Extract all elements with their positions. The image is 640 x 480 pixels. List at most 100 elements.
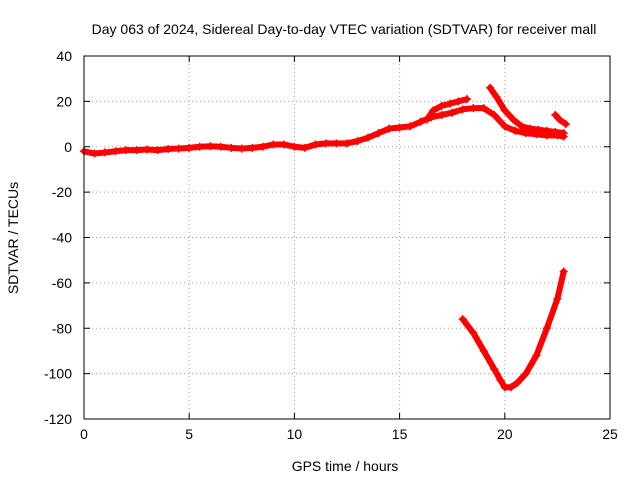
series-lower-arc — [458, 267, 568, 392]
data-point — [406, 122, 415, 131]
y-axis-label: SDTVAR / TECUs — [5, 182, 21, 294]
data-point — [153, 146, 162, 155]
data-point — [496, 376, 505, 385]
data-point — [511, 126, 520, 135]
data-point — [164, 145, 173, 154]
data-point — [321, 139, 330, 148]
data-point — [429, 106, 438, 115]
data-point — [332, 139, 341, 148]
data-point — [553, 294, 562, 303]
data-point — [216, 142, 225, 151]
tick-layer: 0 5 10 15 20 25 -120 -100 -80 -60 -40 -20 0 20 40 — [44, 48, 618, 442]
y-tick-label: -80 — [52, 320, 72, 336]
y-tick-label: -60 — [52, 275, 72, 291]
data-point — [469, 104, 478, 113]
data-point — [374, 129, 383, 138]
data-point — [458, 105, 467, 114]
x-tick-label: 20 — [497, 426, 513, 442]
data-point — [258, 142, 267, 151]
data-point — [385, 124, 394, 133]
data-point — [248, 143, 257, 152]
x-tick-label: 5 — [185, 426, 193, 442]
x-tick-label: 15 — [392, 426, 408, 442]
data-point — [532, 351, 541, 360]
x-tick-label: 0 — [80, 426, 88, 442]
data-point — [462, 95, 471, 104]
series-upper-burst-2 — [486, 83, 568, 138]
series-upper-burst-3 — [551, 110, 570, 129]
data-point — [111, 147, 120, 156]
data-point — [542, 324, 551, 333]
y-tick-label: 40 — [56, 48, 72, 64]
data-point — [300, 143, 309, 152]
data-point — [526, 124, 535, 133]
data-point — [132, 146, 141, 155]
data-point — [290, 142, 299, 151]
data-point — [490, 110, 499, 119]
data-point — [561, 120, 570, 129]
data-point — [364, 133, 373, 142]
data-point — [469, 328, 478, 337]
data-point — [269, 140, 278, 149]
data-point — [448, 108, 457, 117]
data-point — [122, 146, 131, 155]
y-tick-label: -100 — [44, 366, 72, 382]
data-point — [174, 144, 183, 153]
data-point — [437, 101, 446, 110]
y-tick-label: 20 — [56, 93, 72, 109]
data-point — [479, 104, 488, 113]
y-tick-label: -40 — [52, 230, 72, 246]
y-tick-label: 0 — [64, 139, 72, 155]
data-point — [509, 115, 518, 124]
data-point — [559, 267, 568, 276]
data-point — [458, 315, 467, 324]
chart-title: Day 063 of 2024, Sidereal Day-to-day VTE… — [92, 21, 597, 37]
data-point — [454, 97, 463, 106]
data-point — [521, 369, 530, 378]
data-point — [185, 143, 194, 152]
data-point — [517, 122, 526, 131]
data-point — [551, 128, 560, 137]
data-point — [446, 99, 455, 108]
data-point — [279, 140, 288, 149]
series-main-trace — [80, 104, 568, 158]
grid-layer — [84, 56, 610, 419]
data-point — [559, 129, 568, 138]
y-tick-label: -120 — [44, 411, 72, 427]
data-point — [542, 126, 551, 135]
data-point — [143, 145, 152, 154]
data-point — [206, 142, 215, 151]
data-point — [555, 115, 564, 124]
data-point — [416, 117, 425, 126]
data-point — [490, 365, 499, 374]
data-point — [311, 140, 320, 149]
data-point — [195, 142, 204, 151]
data-point — [422, 115, 431, 124]
data-point — [237, 144, 246, 153]
data-point — [343, 139, 351, 148]
data-point — [507, 383, 516, 392]
data-layer — [80, 83, 570, 392]
data-point — [353, 137, 362, 146]
data-point — [492, 92, 501, 101]
y-tick-label: -20 — [52, 184, 72, 200]
data-point — [227, 143, 236, 152]
data-point — [513, 378, 522, 387]
data-point — [551, 110, 560, 119]
data-point — [500, 122, 509, 131]
x-tick-label: 10 — [287, 426, 303, 442]
series-trace — [487, 84, 567, 137]
x-tick-label: 25 — [602, 426, 618, 442]
data-point — [534, 125, 543, 134]
series-upper-burst-1 — [422, 95, 471, 124]
data-point — [395, 123, 404, 132]
data-point — [101, 148, 110, 157]
data-point — [479, 346, 488, 355]
data-point — [486, 83, 495, 92]
data-point — [500, 106, 509, 115]
data-point — [90, 149, 99, 158]
data-point — [437, 110, 446, 119]
x-axis-label: GPS time / hours — [292, 458, 399, 474]
